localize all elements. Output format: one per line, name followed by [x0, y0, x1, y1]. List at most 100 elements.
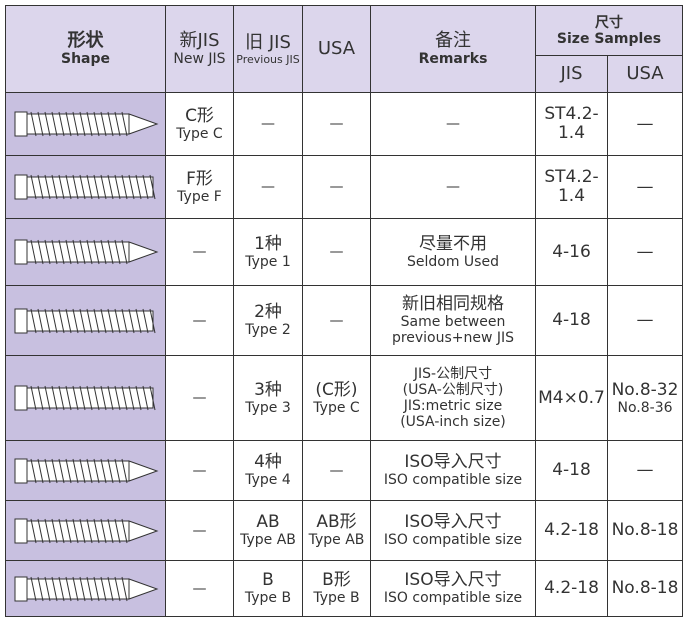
cell: ISO导入尺寸 ISO compatible size [370, 440, 536, 501]
cell-text: — [329, 116, 344, 132]
cell-text: ST4.2-1.4 [544, 167, 599, 206]
header-text: 备注 [435, 30, 471, 51]
cell-text: M4×0.7 [538, 387, 605, 408]
screw-part [149, 385, 155, 411]
screw-part [65, 576, 71, 601]
header-cell: USA [606, 55, 684, 93]
cell: — [233, 155, 303, 219]
table-row: F形 Type F — — — ST4.2-1.4 — [5, 155, 684, 219]
cell-text: ISO compatible size [383, 472, 523, 488]
screw-part [51, 458, 57, 483]
screw-part [128, 385, 134, 411]
cell-text: 2种 [254, 302, 282, 322]
header-cell: JIS [535, 55, 608, 93]
cell: No.8-18 [606, 560, 684, 617]
screw-part [14, 308, 27, 333]
cell-text: — [446, 179, 460, 195]
table-row: —3种 Type 3 (C形) Type C JIS-公制尺寸 (USA-公制尺寸) JIS… [5, 355, 684, 441]
screw-part [79, 518, 85, 543]
table-row: — 2种 Type 2 — 新旧相同规格 Same between previous+new… [5, 285, 684, 356]
screw-part [114, 458, 120, 483]
cell-text: previous+new JIS [391, 330, 515, 346]
screw-part [30, 576, 36, 601]
screw-part [107, 308, 113, 333]
cell: No.8-18 [606, 500, 684, 561]
cell-text: — [329, 244, 344, 260]
screw-part [114, 385, 120, 411]
screw-part [37, 458, 43, 483]
screw-part [65, 458, 71, 483]
screw-part [37, 308, 43, 333]
screw-part [114, 576, 120, 601]
cell-text: No.8-18 [611, 520, 679, 540]
cell: — [302, 218, 371, 286]
header-cell: 尺寸 Size Samples [534, 5, 684, 56]
cell-text: — [192, 390, 207, 406]
screw-part [86, 576, 92, 601]
screw-part [107, 239, 113, 265]
table-row: — 1种 Type 1 — 尽量不用 Seldom Used 4-16 — [5, 218, 684, 286]
screw-part [51, 576, 57, 601]
screw-part [128, 577, 158, 600]
cell-text: (USA-inch size) [400, 414, 506, 430]
cell-text: ISO compatible size [383, 590, 523, 606]
cell: 4-16 [535, 218, 608, 286]
shape-cell [5, 355, 166, 441]
cell-text: — [192, 244, 207, 260]
screw-part [79, 576, 85, 601]
screw-part [79, 111, 85, 137]
screw-part [30, 239, 36, 265]
cell: No.8-32 No.8-36 [606, 355, 684, 441]
cell: 新旧相同规格 Same between previous+new JIS [370, 285, 536, 356]
screw-part [142, 385, 148, 411]
screw-part [79, 385, 85, 411]
cell-text: (C形) [315, 379, 358, 400]
screw-part [121, 239, 127, 265]
cell-text: ISO导入尺寸 [404, 512, 502, 532]
screw-part [72, 111, 78, 137]
cell-text: B [262, 570, 274, 590]
screw-part [121, 576, 127, 601]
cell: ST4.2-1.4 [535, 155, 608, 219]
cell-text: AB [256, 512, 280, 532]
screw-part [51, 111, 57, 137]
cell: — [606, 92, 684, 156]
screw-part [128, 241, 158, 263]
cell-text: 1种 [254, 233, 282, 254]
cell-text: — [192, 522, 207, 539]
cell-text: Type 3 [245, 399, 291, 416]
screw-part [44, 239, 50, 265]
header-cell: 新JIS New JIS [165, 5, 234, 93]
cell-text: — [192, 312, 207, 329]
cell: (C形) Type C [302, 355, 371, 441]
header-cell: USA [302, 5, 371, 93]
cell: — [606, 440, 684, 501]
screw-part [128, 308, 134, 333]
cell-text: — [636, 176, 654, 197]
cell-text: — [636, 310, 654, 330]
screw-part [93, 111, 99, 137]
screw-part [14, 174, 27, 200]
screw-part [128, 174, 134, 200]
cell: — [302, 92, 371, 156]
screw-part [86, 385, 92, 411]
cell: — [302, 440, 371, 501]
cell: ST4.2-1.4 [535, 92, 608, 156]
screw-part [93, 458, 99, 483]
cell: — [606, 285, 684, 356]
screw-part [149, 174, 155, 200]
table-row: — AB Type AB AB形 Type AB ISO导入尺寸 ISO compatibl… [5, 500, 684, 561]
cell-text: — [636, 241, 654, 262]
cell-text: 尽量不用 [419, 233, 487, 254]
cell-text: — [329, 312, 344, 329]
screw-part [14, 458, 27, 483]
screw-part [65, 308, 71, 333]
cell-text: 4-16 [552, 241, 591, 262]
table-row: — 4种 Type 4 — ISO导入尺寸 ISO compatible size 4-18… [5, 440, 684, 501]
cell: — [370, 92, 536, 156]
cell-text: JIS:metric size [403, 398, 503, 414]
header-text: 尺寸 [595, 14, 623, 31]
screw-part [72, 458, 78, 483]
cell-text: 4种 [254, 452, 282, 472]
